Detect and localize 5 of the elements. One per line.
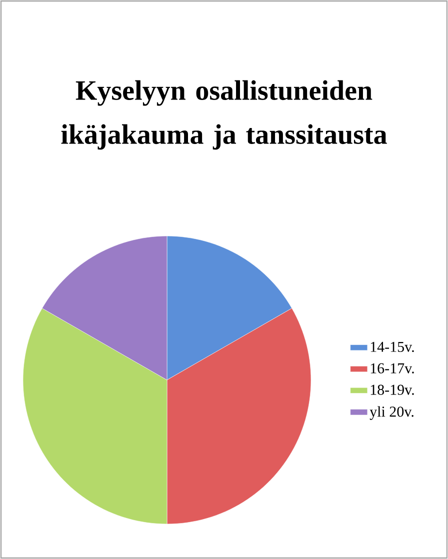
chart-title: Kyselyyn osallistuneiden ikäjakauma ja tanssitausta xyxy=(61,80,387,150)
legend-label: 16-17v. xyxy=(370,363,414,374)
legend-label: yli 20v. xyxy=(370,406,414,420)
legend-label: 18-19v. xyxy=(370,384,414,395)
legend-label: 14-15v. xyxy=(370,342,414,352)
